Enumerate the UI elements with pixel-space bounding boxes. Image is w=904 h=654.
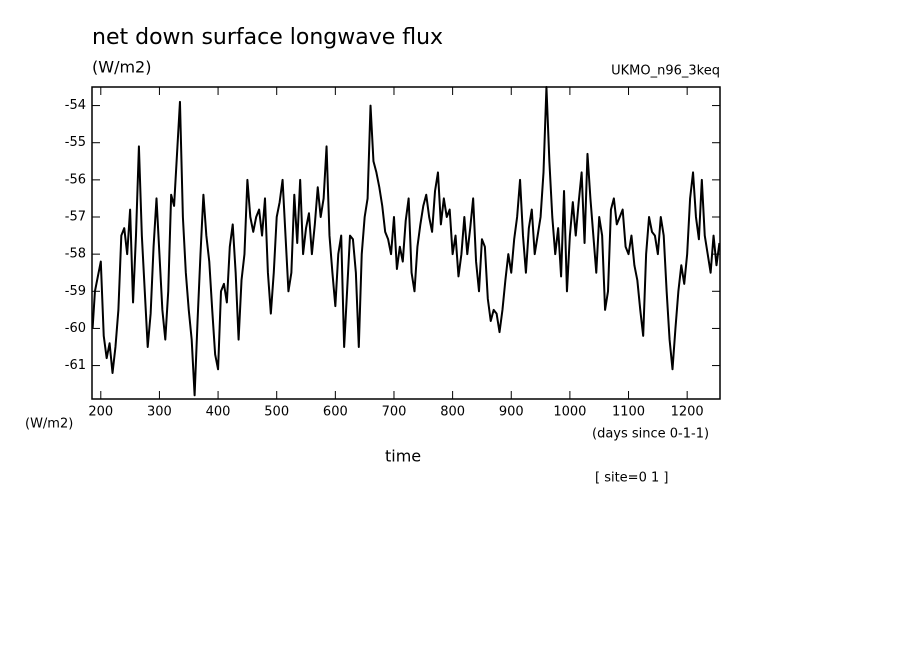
x-units-label: (days since 0-1-1) [592,427,709,442]
y-tick-label: -55 [65,135,86,150]
x-tick-label: 1000 [553,405,586,420]
x-tick-label: 700 [382,405,407,420]
y-tick-label: -57 [65,210,86,225]
x-tick-label: 900 [499,405,524,420]
x-tick-label: 300 [147,405,172,420]
y-tick-label: -59 [65,284,86,299]
x-axis-label: time [385,447,421,466]
y-tick-label: -60 [65,321,86,336]
chart-title: net down surface longwave flux [92,25,443,50]
dataset-label: UKMO_n96_3keq [611,64,720,79]
y-tick-label: -58 [65,247,86,262]
y-tick-label: -61 [65,358,86,373]
x-tick-label: 600 [323,405,348,420]
y-tick-label: -56 [65,172,86,187]
x-tick-label: 500 [264,405,289,420]
y-axis-label: (W/m2) [92,58,151,77]
x-tick-label: 200 [88,405,113,420]
y-tick-label: -54 [65,98,86,113]
x-tick-label: 1100 [612,405,645,420]
y-unit-label: (W/m2) [25,417,73,432]
x-tick-label: 800 [440,405,465,420]
x-tick-label: 1200 [671,405,704,420]
annotation: [ site=0 1 ] [595,471,668,486]
data-line [91,86,721,397]
x-tick-label: 400 [206,405,231,420]
plot-frame [91,86,721,400]
